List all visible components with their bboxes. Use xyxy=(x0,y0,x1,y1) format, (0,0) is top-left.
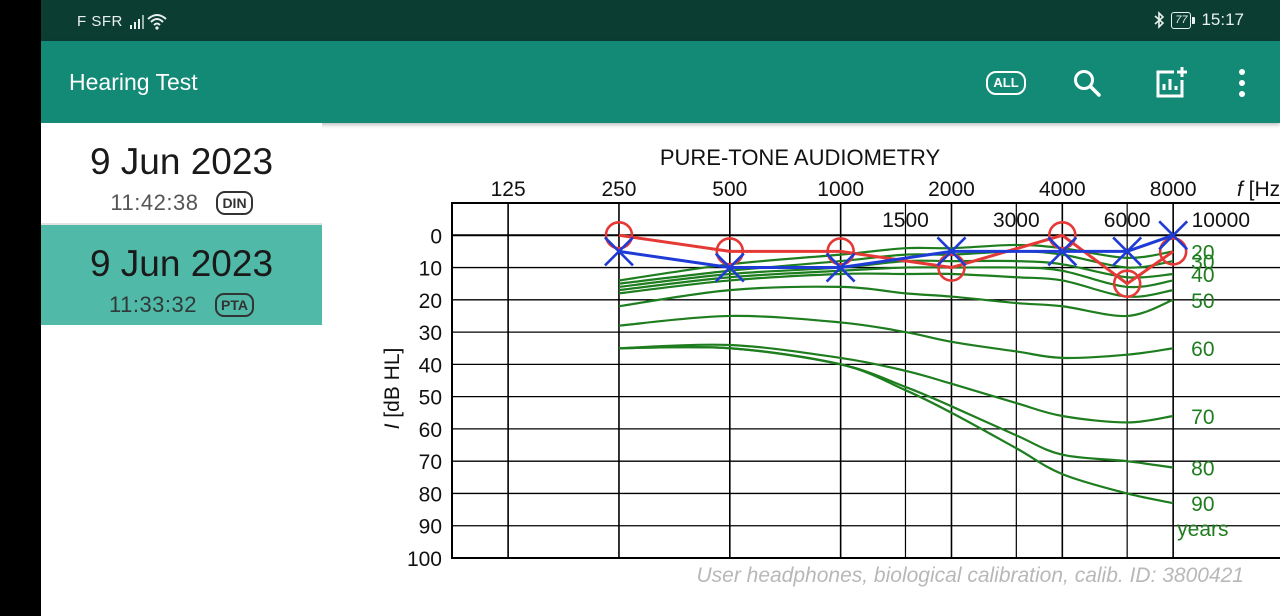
y-tick-label: 70 xyxy=(419,451,442,474)
add-chart-icon xyxy=(1156,67,1187,98)
age-curve xyxy=(618,314,1174,360)
y-tick-label: 40 xyxy=(419,354,442,377)
battery-icon: 77 xyxy=(1171,11,1196,29)
more-options-button[interactable] xyxy=(1220,61,1264,105)
clock: 15:17 xyxy=(1201,10,1244,29)
left-ear-marker xyxy=(1158,220,1189,251)
app-title: Hearing Test xyxy=(69,69,198,95)
age-curve-label: 30 xyxy=(1191,251,1214,274)
test-list-item[interactable]: 9 Jun 2023 11:42:38 DIN xyxy=(41,123,322,223)
age-curve-label: 40 xyxy=(1191,264,1214,287)
status-bar: F SFR 77 15:17 xyxy=(41,0,1280,41)
status-right: 77 15:17 xyxy=(1153,10,1244,30)
chart-title: PURE-TONE AUDIOMETRY xyxy=(660,145,941,170)
y-tick-label: 30 xyxy=(419,322,442,345)
right-ear-marker xyxy=(715,237,745,266)
y-tick-label: 90 xyxy=(419,516,442,539)
age-curve xyxy=(618,272,1174,298)
x-major-tick-label: 1000 xyxy=(817,178,864,201)
left-ear-marker xyxy=(825,252,856,283)
y-tick-label: 0 xyxy=(430,225,442,248)
test-list: 9 Jun 2023 11:42:38 DIN 9 Jun 2023 11:33… xyxy=(41,123,322,616)
screen: F SFR 77 15:17 Hearing Test ALL xyxy=(41,0,1280,616)
y-tick-label: 60 xyxy=(419,419,442,442)
carrier-name: F SFR xyxy=(77,13,123,30)
audiogram-svg: PURE-TONE AUDIOMETRY 0102030405060708090… xyxy=(381,145,1280,571)
age-curve-label: 50 xyxy=(1191,290,1214,313)
left-ear-marker xyxy=(936,236,967,267)
search-icon xyxy=(1074,70,1101,97)
test-time: 11:42:38 xyxy=(110,190,199,215)
age-curve-label: 80 xyxy=(1191,458,1214,481)
x-minor-tick-label: 6000 xyxy=(1104,209,1151,232)
x-major-tick-label: 250 xyxy=(601,178,636,201)
add-chart-button[interactable] xyxy=(1149,61,1193,105)
x-major-tick-label: 4000 xyxy=(1039,178,1086,201)
test-list-item-selected[interactable]: 9 Jun 2023 11:33:32 PTA xyxy=(41,225,322,325)
bluetooth-icon xyxy=(1154,11,1165,29)
age-curve-label: 20 xyxy=(1191,241,1214,264)
x-extra-tick-label: 10000 xyxy=(1192,209,1250,232)
x-axis-label: f [Hz] xyxy=(1237,178,1280,201)
right-ear-marker xyxy=(1112,269,1142,298)
right-ear-marker xyxy=(1158,237,1188,266)
x-major-tick-label: 500 xyxy=(712,178,747,201)
x-major-tick-label: 2000 xyxy=(928,178,975,201)
left-ear-marker xyxy=(604,236,634,267)
signal-wifi-icon xyxy=(130,14,167,30)
left-ear-marker xyxy=(714,252,745,283)
age-curve-label: 90 xyxy=(1191,493,1214,516)
more-vert-icon xyxy=(1239,69,1245,97)
all-button[interactable]: ALL xyxy=(984,61,1028,105)
right-ear-marker xyxy=(937,253,966,282)
right-ear-marker xyxy=(604,220,634,250)
calibration-note: User headphones, biological calibration,… xyxy=(696,564,1244,587)
right-ear-marker xyxy=(826,237,855,266)
test-time: 11:33:32 xyxy=(109,292,198,317)
x-minor-tick-label: 1500 xyxy=(882,209,929,232)
test-type-badge: DIN xyxy=(216,191,253,215)
age-unit-label: years xyxy=(1177,518,1228,541)
search-button[interactable] xyxy=(1065,61,1109,105)
app-bar: Hearing Test ALL xyxy=(41,41,1280,123)
audiogram-chart: PURE-TONE AUDIOMETRY 0 10 20 30 40 50 60 70 80 90… xyxy=(327,130,1280,616)
x-minor-tick-label: 3000 xyxy=(993,209,1040,232)
y-tick-label: 80 xyxy=(419,483,442,506)
y-tick-label: 50 xyxy=(419,387,442,410)
left-ear-marker xyxy=(1112,236,1143,267)
age-curve-label: 60 xyxy=(1191,338,1214,361)
battery-level: 77 xyxy=(1171,11,1192,29)
test-type-badge: PTA xyxy=(215,293,254,317)
age-curve xyxy=(618,343,1174,424)
x-major-tick-label: 8000 xyxy=(1150,178,1197,201)
age-curve xyxy=(618,243,1174,282)
age-curve-label: 70 xyxy=(1191,406,1214,429)
all-icon: ALL xyxy=(986,71,1026,95)
age-curve xyxy=(618,345,1174,469)
list-divider xyxy=(41,223,322,225)
y-tick-label: 100 xyxy=(407,548,442,571)
test-date: 9 Jun 2023 xyxy=(89,141,274,182)
x-major-tick-label: 125 xyxy=(491,178,526,201)
right-ear-line xyxy=(618,233,1175,286)
y-tick-label: 20 xyxy=(419,290,442,313)
left-ear-marker xyxy=(1047,236,1078,267)
age-curve xyxy=(618,345,1174,505)
age-curve xyxy=(618,285,1174,318)
right-ear-marker xyxy=(1048,220,1077,250)
y-tick-label: 10 xyxy=(419,258,442,281)
y-axis-label: I [dB HL] xyxy=(381,348,404,430)
test-date: 9 Jun 2023 xyxy=(89,243,274,284)
